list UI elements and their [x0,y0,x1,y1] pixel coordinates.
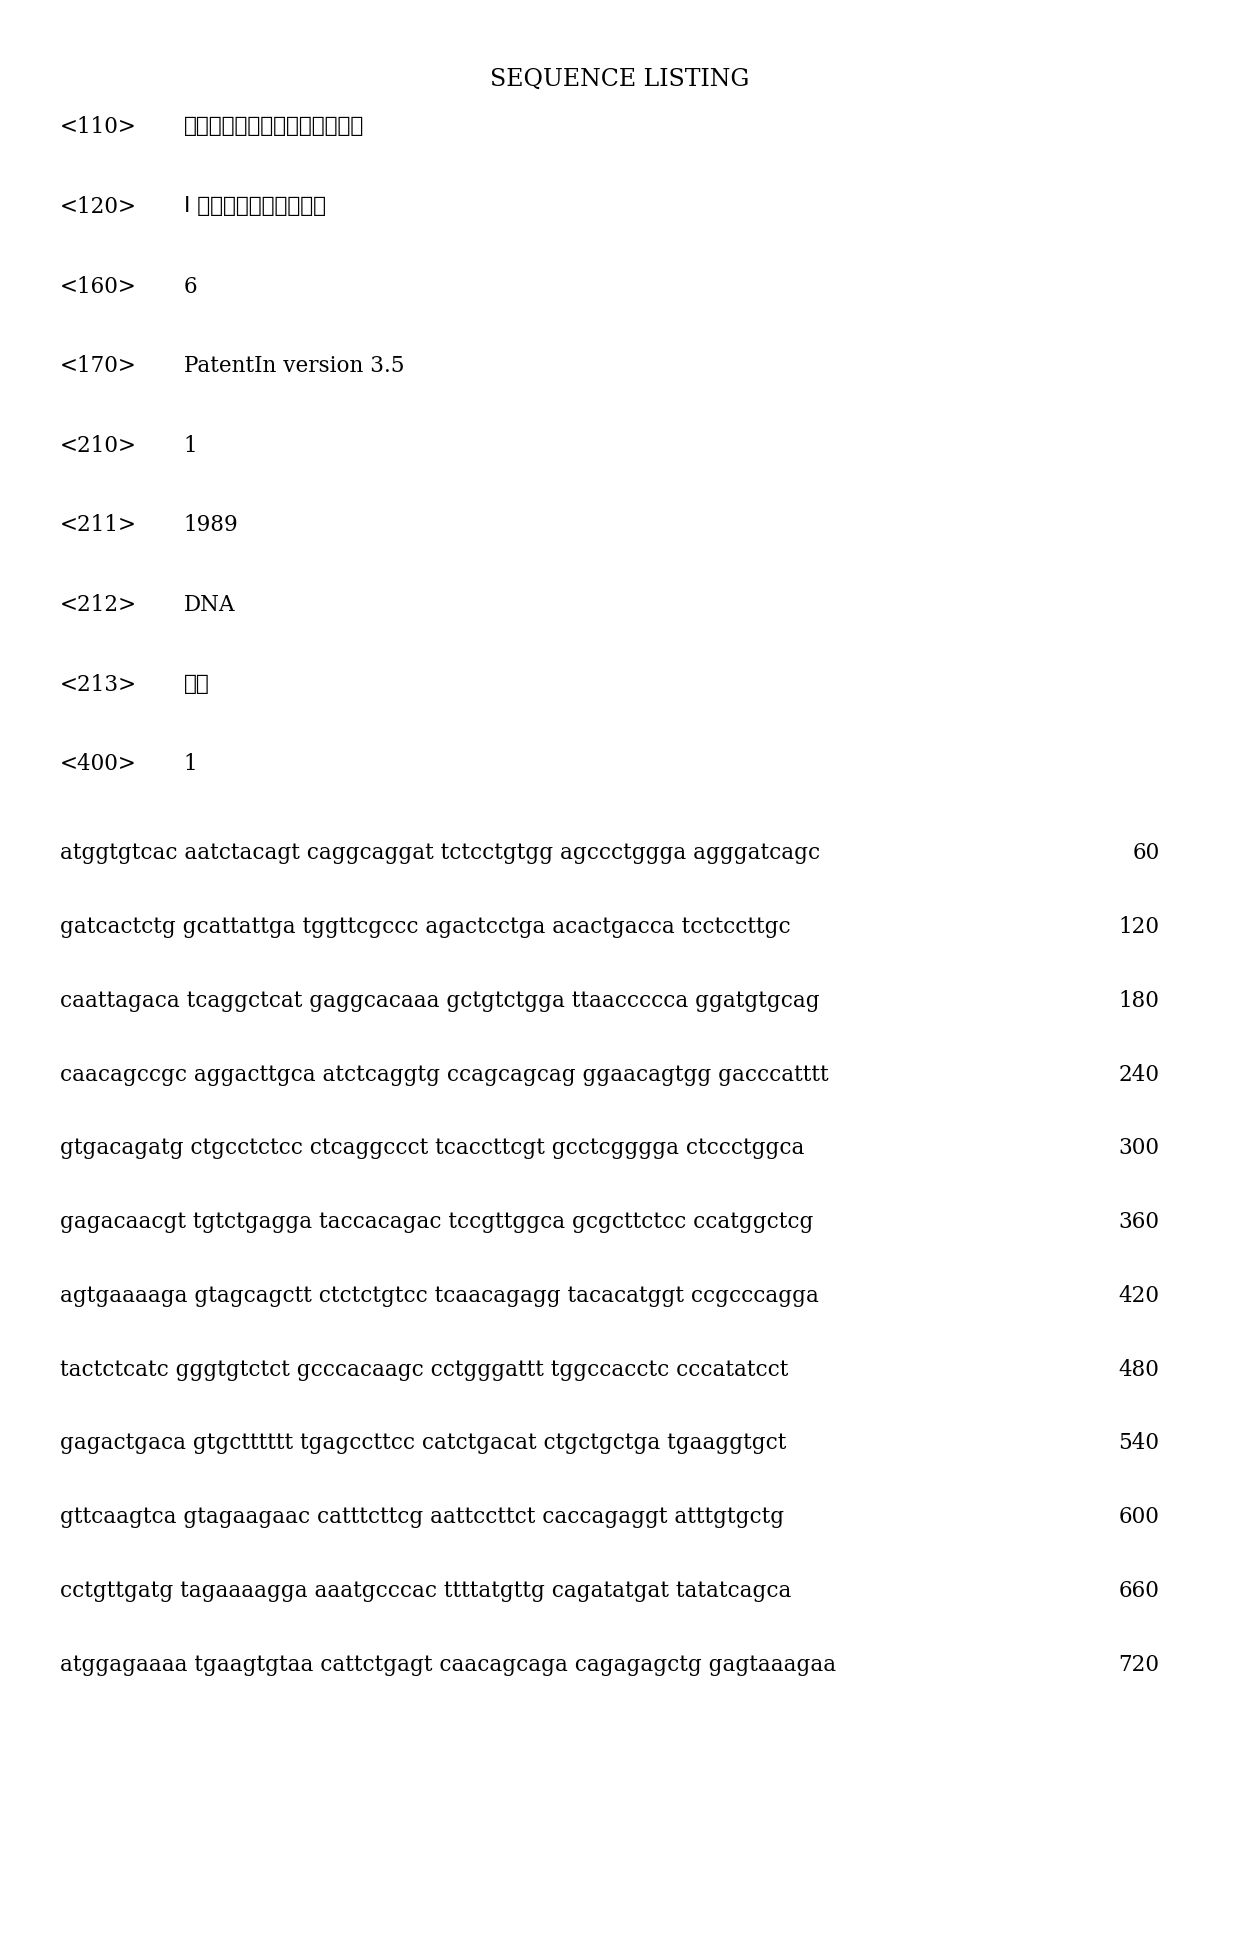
Text: <211>: <211> [60,514,136,536]
Text: 540: 540 [1118,1432,1159,1454]
Text: 480: 480 [1118,1359,1159,1380]
Text: 1989: 1989 [184,514,238,536]
Text: 180: 180 [1118,990,1159,1011]
Text: 北京決深生物信息技术有限公司: 北京決深生物信息技术有限公司 [184,116,363,136]
Text: <212>: <212> [60,594,136,615]
Text: 420: 420 [1118,1285,1159,1306]
Text: 240: 240 [1118,1064,1159,1085]
Text: agtgaaaaga gtagcagctt ctctctgtcc tcaacagagg tacacatggt ccgcccagga: agtgaaaaga gtagcagctt ctctctgtcc tcaacag… [60,1285,818,1306]
Text: SEQUENCE LISTING: SEQUENCE LISTING [490,68,750,91]
Text: atggagaaaa tgaagtgtaa cattctgagt caacagcaga cagagagctg gagtaaagaa: atggagaaaa tgaagtgtaa cattctgagt caacagc… [60,1654,836,1675]
Text: 1: 1 [184,753,197,774]
Text: <170>: <170> [60,355,136,377]
Text: gtgacagatg ctgcctctcc ctcaggccct tcaccttcgt gcctcgggga ctccctggca: gtgacagatg ctgcctctcc ctcaggccct tcacctt… [60,1137,804,1159]
Text: 600: 600 [1118,1506,1159,1528]
Text: <400>: <400> [60,753,136,774]
Text: <160>: <160> [60,276,136,297]
Text: caacagccgc aggacttgca atctcaggtg ccagcagcag ggaacagtgg gacccatttt: caacagccgc aggacttgca atctcaggtg ccagcag… [60,1064,828,1085]
Text: <213>: <213> [60,674,136,695]
Text: <210>: <210> [60,435,136,456]
Text: gatcactctg gcattattga tggttcgccc agactcctga acactgacca tcctccttgc: gatcactctg gcattattga tggttcgccc agactcc… [60,916,790,938]
Text: 300: 300 [1118,1137,1159,1159]
Text: tactctcatc gggtgtctct gcccacaagc cctgggattt tggccacctc cccatatcct: tactctcatc gggtgtctct gcccacaagc cctggga… [60,1359,787,1380]
Text: DNA: DNA [184,594,236,615]
Text: PatentIn version 3.5: PatentIn version 3.5 [184,355,404,377]
Text: 人源: 人源 [184,674,210,693]
Text: 360: 360 [1118,1211,1159,1233]
Text: <110>: <110> [60,116,136,138]
Text: atggtgtcac aatctacagt caggcaggat tctcctgtgg agccctggga agggatcagc: atggtgtcac aatctacagt caggcaggat tctcctg… [60,842,820,864]
Text: 120: 120 [1118,916,1159,938]
Text: cctgttgatg tagaaaagga aaatgcccac ttttatgttg cagatatgat tatatcagca: cctgttgatg tagaaaagga aaatgcccac ttttatg… [60,1580,791,1601]
Text: gagactgaca gtgctttttt tgagccttcc catctgacat ctgctgctga tgaaggtgct: gagactgaca gtgctttttt tgagccttcc catctga… [60,1432,786,1454]
Text: 60: 60 [1132,842,1159,864]
Text: 6: 6 [184,276,197,297]
Text: <120>: <120> [60,196,136,217]
Text: gttcaagtca gtagaagaac catttcttcg aattccttct caccagaggt atttgtgctg: gttcaagtca gtagaagaac catttcttcg aattcct… [60,1506,784,1528]
Text: gagacaacgt tgtctgagga taccacagac tccgttggca gcgcttctcc ccatggctcg: gagacaacgt tgtctgagga taccacagac tccgttg… [60,1211,813,1233]
Text: 1: 1 [184,435,197,456]
Text: 720: 720 [1118,1654,1159,1675]
Text: 660: 660 [1118,1580,1159,1601]
Text: I 型糖尿病的分子标志物: I 型糖尿病的分子标志物 [184,196,326,215]
Text: caattagaca tcaggctcat gaggcacaaa gctgtctgga ttaaccccca ggatgtgcag: caattagaca tcaggctcat gaggcacaaa gctgtct… [60,990,820,1011]
